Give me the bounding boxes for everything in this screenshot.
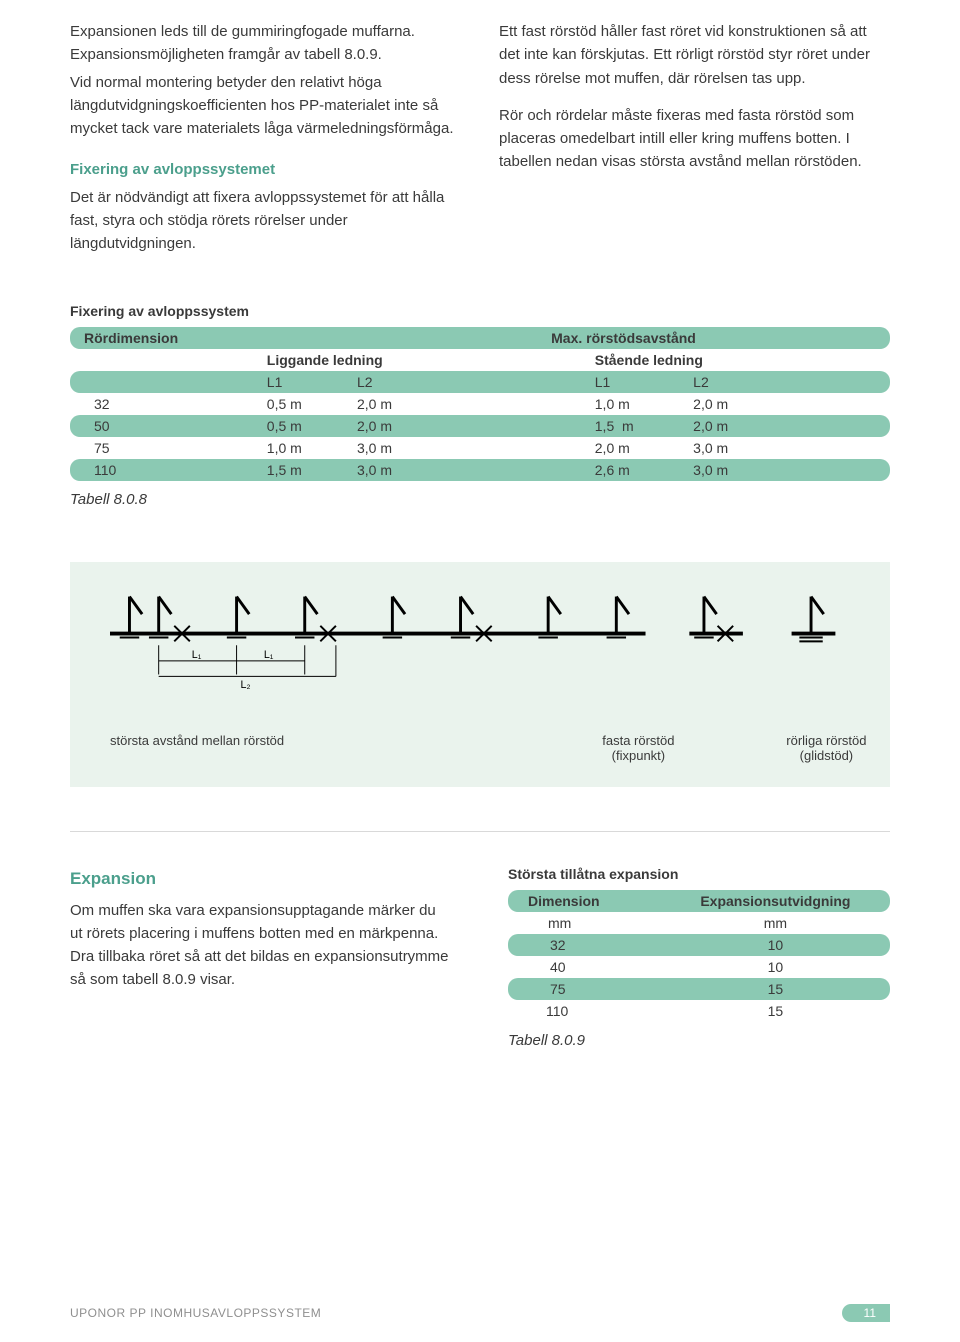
sub-liggande: Liggande ledning <box>267 349 447 371</box>
sub-staende: Stående ledning <box>595 349 890 371</box>
intro-left-p3: Det är nödvändigt att fixera avloppssyst… <box>70 186 461 256</box>
legend-fixed-line2: (fixpunkt) <box>564 748 712 763</box>
cell: 0,5 m <box>267 393 357 415</box>
legend-fixed-line1: fasta rörstöd <box>564 733 712 748</box>
table-row: 32 0,5 m 2,0 m 1,0 m 2,0 m <box>70 393 890 415</box>
intro-left: Expansionen leds till de gummiringfogade… <box>70 20 461 255</box>
col-l2: L2 <box>357 371 447 393</box>
intro-left-p1: Expansionen leds till de gummiringfogade… <box>70 20 461 67</box>
table-row: mm mm <box>508 912 890 934</box>
table2-caption: Tabell 8.0.9 <box>508 1032 890 1049</box>
expansion-section: Expansion Om muffen ska vara expansionsu… <box>70 866 890 1049</box>
cell: 1,0 m <box>267 437 357 459</box>
table-row: Liggande ledning Stående ledning <box>70 349 890 371</box>
cell: 3,0 m <box>357 437 447 459</box>
cell: 3,0 m <box>693 437 791 459</box>
table-row: 32 10 <box>508 934 890 956</box>
legend-movable-line2: (glidstöd) <box>752 748 900 763</box>
table1-caption: Tabell 8.0.8 <box>70 491 890 508</box>
intro-right-p2: Rör och rördelar måste fixeras med fasta… <box>499 104 890 174</box>
table1-title: Fixering av avloppssystem <box>70 303 890 319</box>
intro-right: Ett fast rörstöd håller fast röret vid k… <box>499 20 890 255</box>
cell: 32 <box>508 934 661 956</box>
section-divider <box>70 831 890 832</box>
expansion-table: Dimension Expansionsutvidgning mm mm 32 … <box>508 890 890 1022</box>
col-l2b: L2 <box>693 371 791 393</box>
table-row: Rördimension Max. rörstödsavstånd <box>70 327 890 349</box>
col-l1b: L1 <box>595 371 693 393</box>
cell: 75 <box>508 978 661 1000</box>
expansion-text: Om muffen ska vara expansionsupptagande … <box>70 899 452 992</box>
cell: 1,0 m <box>595 393 693 415</box>
diagram-caption: största avstånd mellan rörstöd <box>110 733 524 748</box>
table-row: L1 L2 L1 L2 <box>70 371 890 393</box>
table-row: 75 15 <box>508 978 890 1000</box>
table-row: Dimension Expansionsutvidgning <box>508 890 890 912</box>
cell-dim: 50 <box>70 415 267 437</box>
cell: 2,6 m <box>595 459 693 481</box>
cell: 10 <box>661 956 890 978</box>
legend-movable-line1: rörliga rörstöd <box>752 733 900 748</box>
th-expansion: Expansionsutvidgning <box>661 890 890 912</box>
unit-mm: mm <box>661 912 890 934</box>
intro-right-p1: Ett fast rörstöd håller fast röret vid k… <box>499 20 890 90</box>
cell: 2,0 m <box>357 415 447 437</box>
cell: 2,0 m <box>693 393 791 415</box>
table-row: 40 10 <box>508 956 890 978</box>
pipe-support-diagram: L₁ L₁ L₂ största <box>70 562 890 787</box>
th-maxavstand: Max. rörstödsavstånd <box>357 327 890 349</box>
cell-dim: 75 <box>70 437 267 459</box>
table-row: 75 1,0 m 3,0 m 2,0 m 3,0 m <box>70 437 890 459</box>
cell: 1,5 m <box>267 459 357 481</box>
dim-label-l1: L₁ <box>192 649 202 661</box>
page-footer: UPONOR PP INOMHUSAVLOPPSSYSTEM 11 <box>70 1304 890 1322</box>
th-rordimension: Rördimension <box>70 327 357 349</box>
cell: 2,0 m <box>357 393 447 415</box>
cell-dim: 110 <box>70 459 267 481</box>
table-row: 110 15 <box>508 1000 890 1022</box>
table2-title: Största tillåtna expansion <box>508 866 890 882</box>
cell: 110 <box>508 1000 661 1022</box>
expansion-heading: Expansion <box>70 866 452 892</box>
page-number: 11 <box>842 1304 890 1322</box>
col-l1: L1 <box>267 371 357 393</box>
cell: 2,0 m <box>693 415 791 437</box>
intro-left-p2: Vid normal montering betyder den relativ… <box>70 71 461 141</box>
cell: 3,0 m <box>693 459 791 481</box>
cell: 0,5 m <box>267 415 357 437</box>
dim-label-l2: L₂ <box>240 679 250 691</box>
cell: 10 <box>661 934 890 956</box>
cell: 40 <box>508 956 661 978</box>
th-dimension: Dimension <box>508 890 661 912</box>
cell: 15 <box>661 1000 890 1022</box>
footer-text: UPONOR PP INOMHUSAVLOPPSSYSTEM <box>70 1306 321 1320</box>
pipe-diagram-svg: L₁ L₁ L₂ <box>110 590 850 720</box>
table-row: 110 1,5 m 3,0 m 2,6 m 3,0 m <box>70 459 890 481</box>
table-row: 50 0,5 m 2,0 m 1,5 m 2,0 m <box>70 415 890 437</box>
cell: 1,5 m <box>595 415 693 437</box>
intro-left-subhead: Fixering av avloppssystemet <box>70 158 461 181</box>
unit-mm: mm <box>508 912 661 934</box>
fixering-table: Rördimension Max. rörstödsavstånd Liggan… <box>70 327 890 481</box>
cell: 15 <box>661 978 890 1000</box>
dim-label-l1: L₁ <box>264 649 274 661</box>
cell: 3,0 m <box>357 459 447 481</box>
intro-columns: Expansionen leds till de gummiringfogade… <box>70 20 890 255</box>
cell-dim: 32 <box>70 393 267 415</box>
cell: 2,0 m <box>595 437 693 459</box>
